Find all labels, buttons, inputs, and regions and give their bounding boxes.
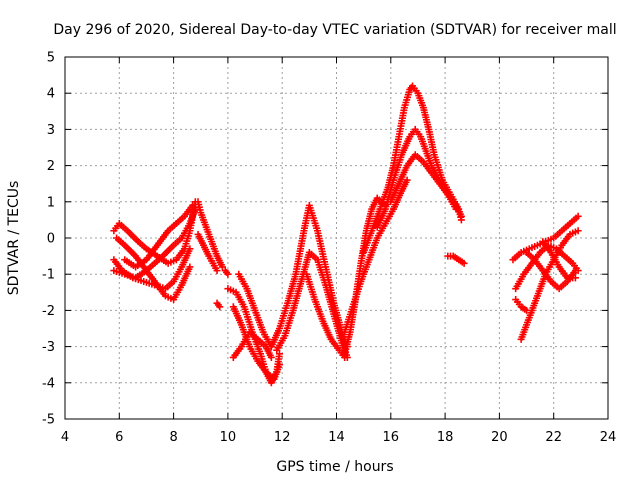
x-tick-label: 14 (328, 430, 345, 445)
y-tick-label: -5 (42, 413, 55, 428)
series-trace-15 (273, 248, 351, 361)
series-trace-12 (229, 328, 275, 361)
x-tick-label: 4 (61, 430, 69, 445)
series-trace-8 (213, 299, 224, 311)
x-tick-label: 20 (491, 430, 508, 445)
data-point (267, 353, 275, 361)
y-tick-label: 0 (47, 232, 55, 247)
series-trace-21 (387, 151, 465, 220)
data-marks (110, 82, 582, 387)
series-trace-19 (360, 82, 465, 256)
y-tick-label: 1 (47, 195, 55, 210)
series-trace-5 (121, 201, 197, 271)
x-tick-label: 10 (220, 430, 237, 445)
y-tick-label: 5 (47, 51, 55, 66)
x-tick-label: 18 (437, 430, 454, 445)
y-axis-title: SDTVAR / TECUs (6, 181, 22, 296)
series-trace-7 (194, 230, 221, 275)
x-tick-label: 22 (545, 430, 562, 445)
data-point (574, 212, 582, 220)
y-tick-label: -3 (42, 340, 55, 355)
series-trace-28 (539, 238, 579, 282)
y-tick-label: -4 (42, 376, 55, 391)
data-point (213, 267, 221, 275)
data-point (189, 201, 197, 209)
data-point (571, 267, 579, 275)
series-trace-20 (373, 125, 460, 231)
chart-title: Day 296 of 2020, Sidereal Day-to-day VTE… (53, 22, 616, 38)
data-point (457, 212, 465, 220)
x-tick-label: 6 (115, 430, 123, 445)
data-point (216, 303, 224, 311)
series-trace-26 (512, 296, 531, 314)
grid (65, 57, 608, 419)
x-tick-label: 12 (274, 430, 291, 445)
y-tick-label: -1 (42, 268, 55, 283)
data-point (574, 227, 582, 235)
series-trace-22 (444, 252, 468, 267)
x-tick-label: 16 (383, 430, 400, 445)
data-point (571, 274, 579, 282)
data-point (218, 263, 226, 271)
data-point (224, 270, 232, 278)
data-point (275, 350, 283, 358)
data-point (186, 245, 194, 253)
data-point (460, 259, 468, 267)
series-trace-3 (110, 205, 199, 282)
x-axis-title: GPS time / hours (276, 459, 393, 475)
y-tick-label: 4 (47, 87, 55, 102)
y-tick-label: 2 (47, 159, 55, 174)
series-trace-6 (194, 198, 226, 271)
data-point (191, 205, 199, 213)
x-tick-label: 8 (169, 430, 177, 445)
y-tick-label: 3 (47, 123, 55, 138)
data-point (186, 263, 194, 271)
series-trace-16 (303, 270, 349, 361)
x-tick-label: 24 (600, 430, 617, 445)
data-point (403, 176, 411, 184)
series-trace-9 (221, 267, 232, 278)
data-point (275, 361, 283, 369)
data-point (523, 306, 531, 314)
series-trace-13 (235, 270, 275, 351)
y-tick-label: -2 (42, 304, 55, 319)
plot-frame (64, 56, 609, 420)
